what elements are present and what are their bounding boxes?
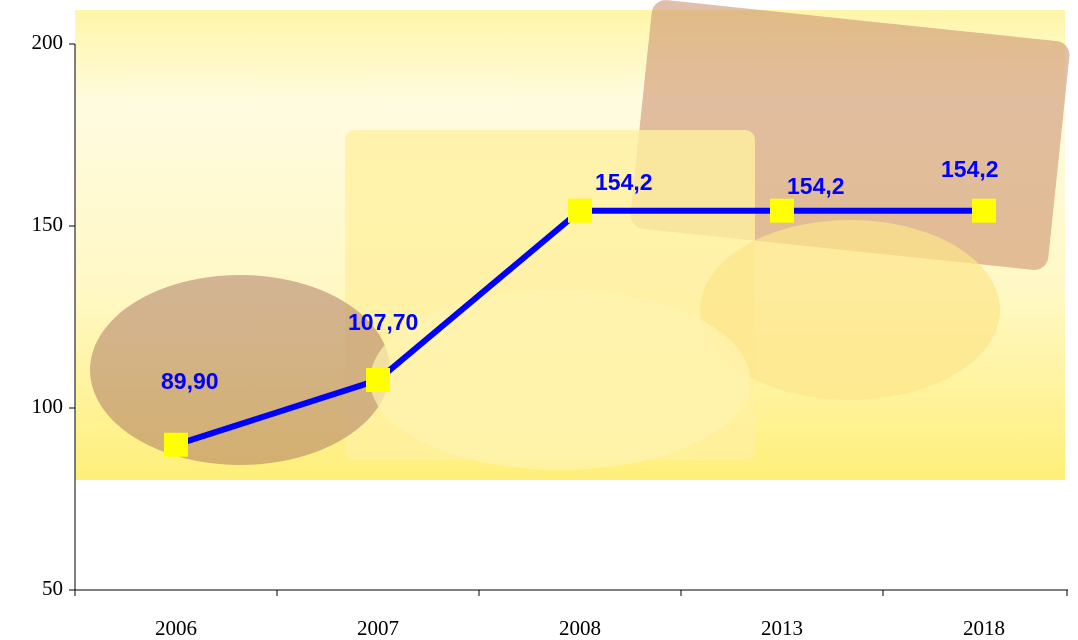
marker: [366, 367, 390, 392]
marker: [568, 198, 592, 223]
x-tick-label: 2018: [963, 616, 1005, 640]
value-label: 107,70: [348, 309, 418, 335]
x-tick-label: 2013: [761, 616, 803, 640]
value-label: 154,2: [941, 156, 999, 182]
y-tick-label: 100: [32, 394, 64, 418]
value-label: 89,90: [161, 368, 219, 394]
y-tick-label: 50: [42, 576, 63, 600]
background-image: [75, 0, 1070, 480]
marker: [164, 432, 188, 457]
x-tick-label: 2006: [155, 616, 197, 640]
x-tick-label: 2007: [357, 616, 399, 640]
marker: [972, 198, 996, 223]
x-tick-label: 2008: [559, 616, 601, 640]
y-tick-label: 150: [32, 212, 64, 236]
value-label: 154,2: [595, 169, 653, 195]
y-tick-label: 200: [32, 30, 64, 54]
value-label: 154,2: [787, 173, 845, 199]
marker: [770, 198, 794, 223]
